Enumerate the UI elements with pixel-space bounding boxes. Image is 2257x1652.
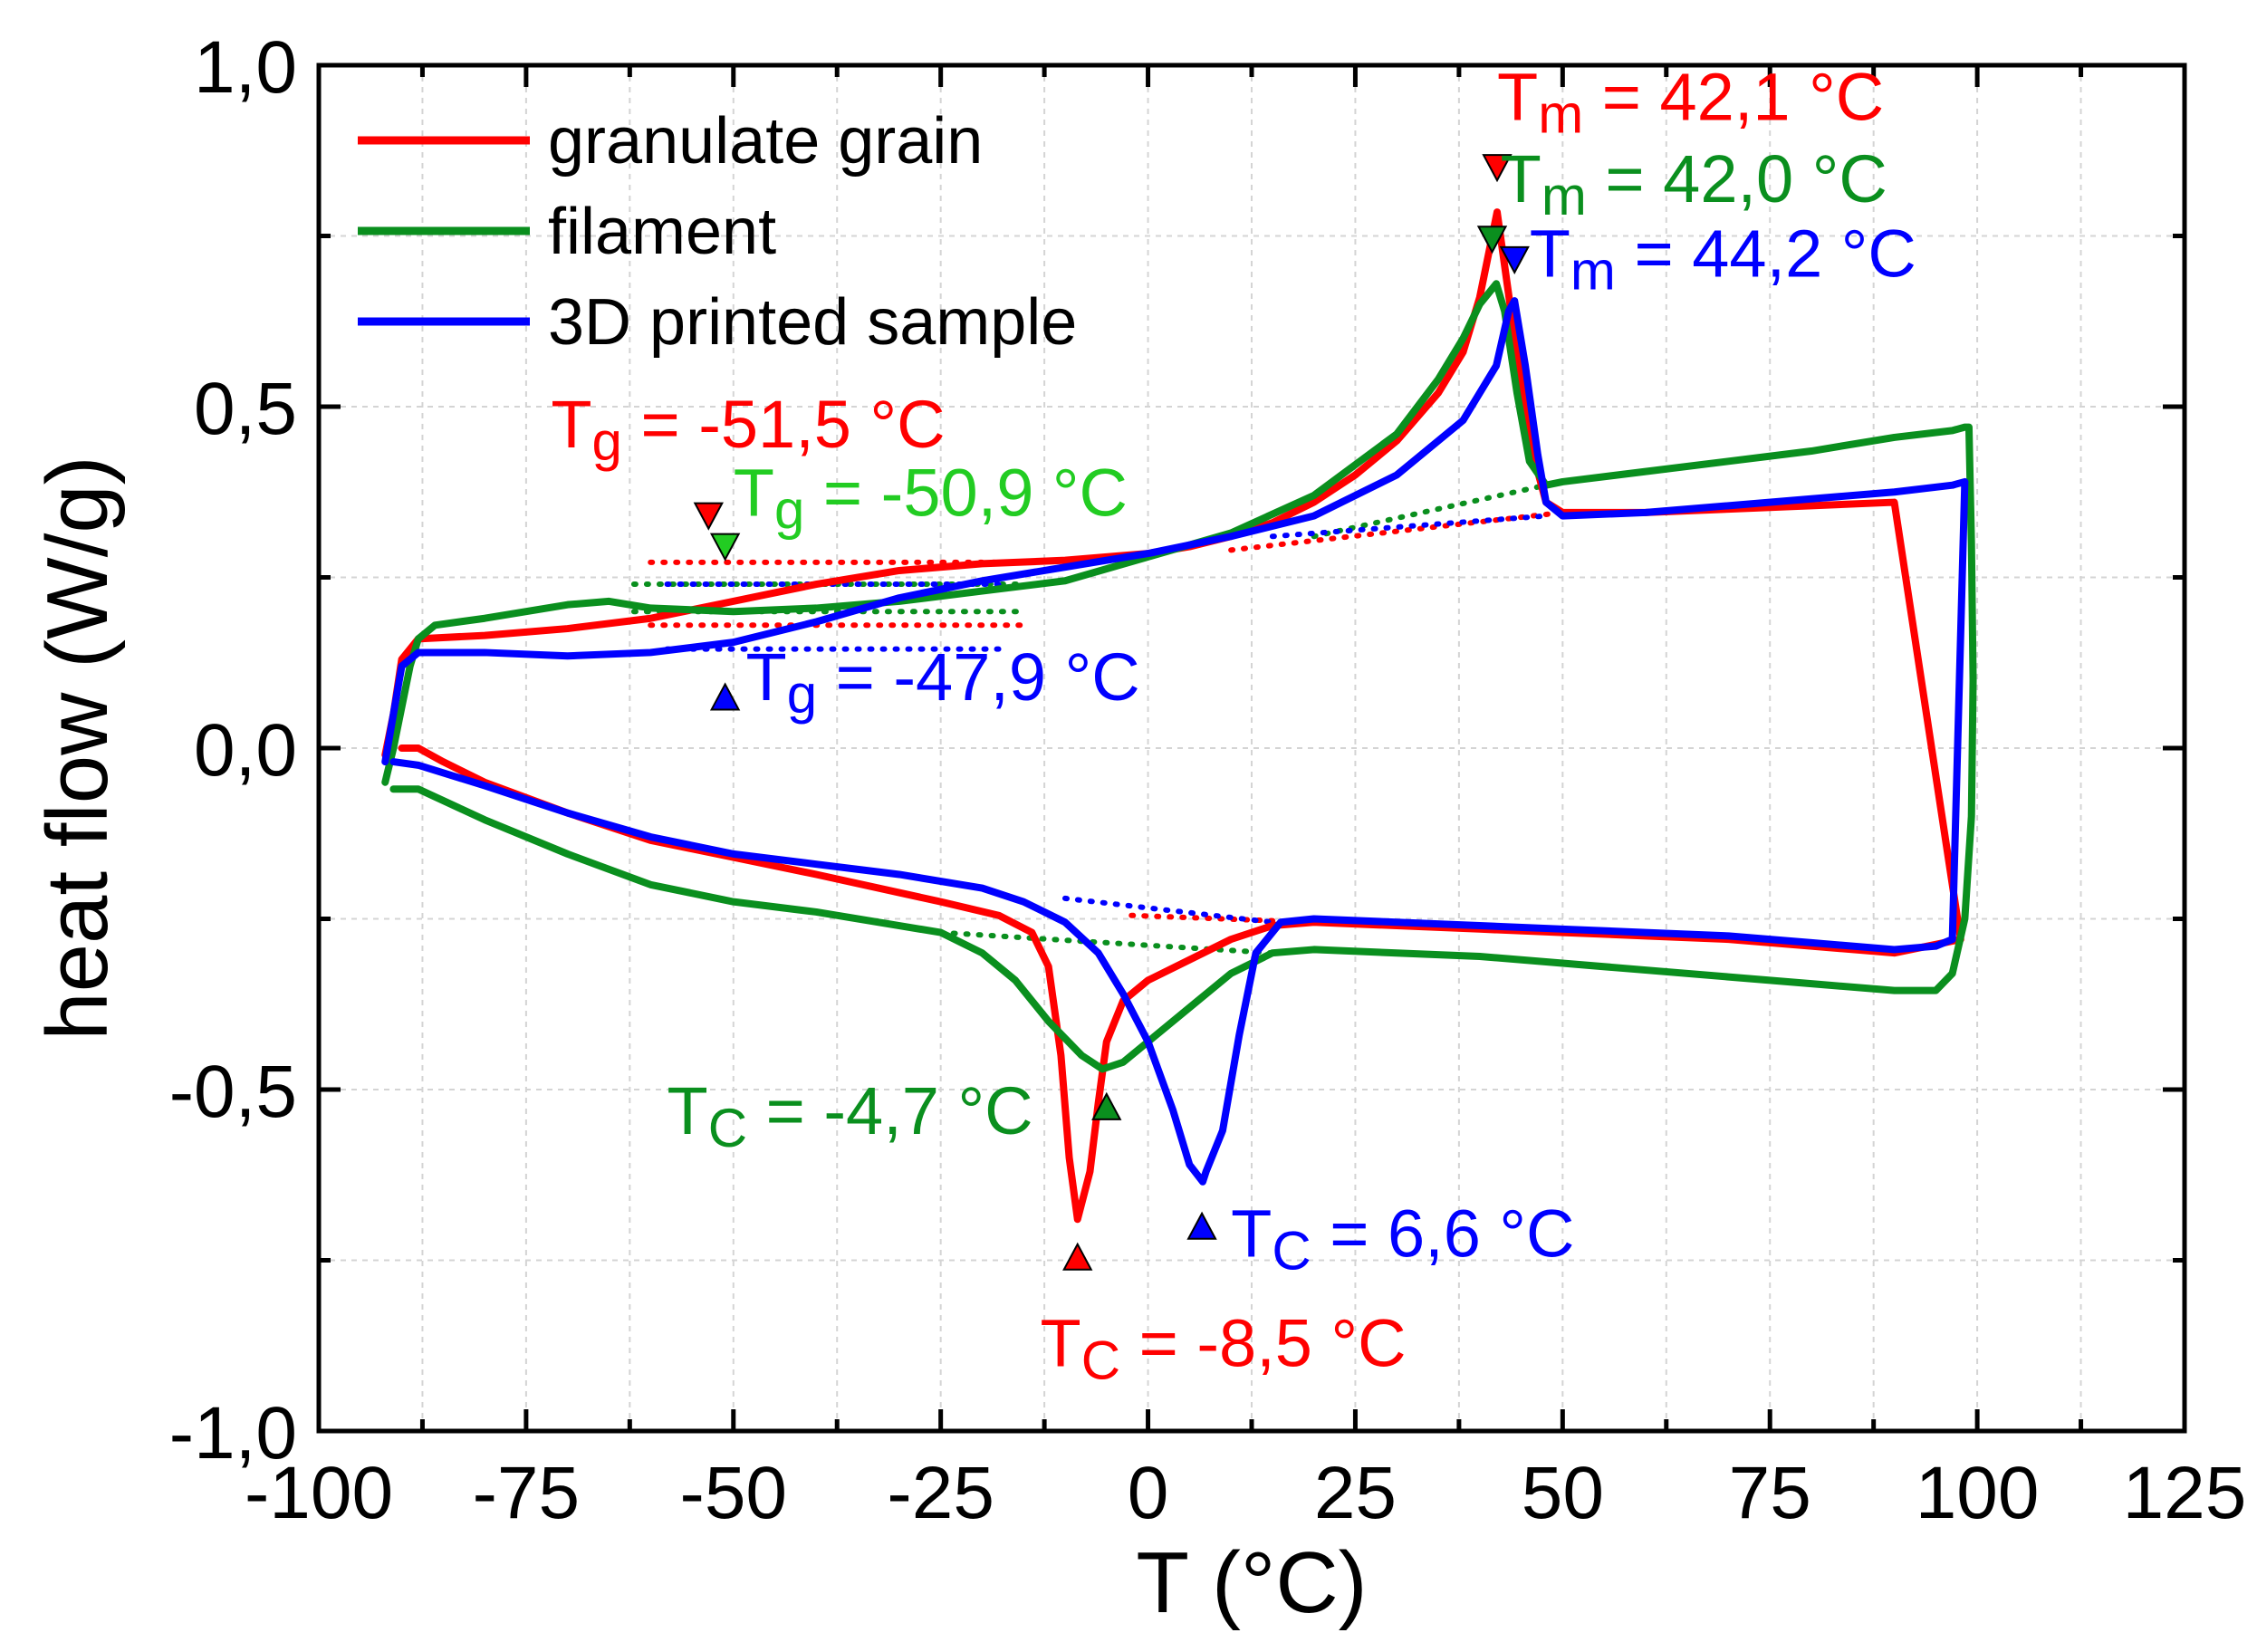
legend-label: filament [548,196,776,268]
y-tick-label: -1,0 [169,1392,297,1474]
y-axis-title: heat flow (W/g) [29,456,126,1041]
axis-ticks: -100 -75 -50 -25 0 25 50 75 100 125 -1,0 -0,5 0,0 0,5… [169,26,2247,1534]
annotation-marker [1499,245,1530,275]
legend: granulate grain filament 3D printed sample [358,105,1077,359]
legend-label: 3D printed sample [548,286,1077,359]
x-tick-label: 0 [1128,1452,1169,1534]
baseline-dotted [1311,482,1550,540]
legend-label: granulate grain [548,105,983,178]
x-tick-label: -75 [473,1452,581,1534]
series-line-3d-printed-sample [381,297,1969,1186]
series-line-filament [381,280,1977,1073]
annotation-marker [709,533,741,562]
x-tick-label: 75 [1729,1452,1811,1534]
data-series [381,208,1977,1224]
annotation-label: TC = -4,7 °C [667,1073,1033,1158]
x-axis-title: T (°C) [1136,1534,1367,1631]
baseline-dotted [1228,509,1566,553]
baseline-dotted [1269,513,1550,540]
plot-frame [316,62,2187,1434]
x-tick-label: 25 [1314,1452,1397,1534]
x-tick-label: 50 [1522,1452,1604,1534]
x-tick-label: -25 [887,1452,994,1534]
annotation-markers [693,154,1530,1271]
annotation-label: Tm = 42,0 °C [1501,141,1887,226]
annotation-label: Tg = -47,9 °C [746,639,1140,725]
x-tick-label: -100 [245,1452,393,1534]
x-tick-label: 100 [1916,1452,2040,1534]
annotation-label: Tg = -50,9 °C [734,456,1128,541]
annotation-marker [1062,1242,1093,1271]
y-tick-label: 1,0 [194,26,297,109]
annotation-marker [693,502,724,531]
series-line-granulate-grain [381,208,1964,1224]
baseline-dotted [1062,895,1275,926]
annotations: Tm = 42,1 °CTm = 42,0 °CTm = 44,2 °C Tg =… [551,59,1916,1390]
annotation-label: Tm = 42,1 °C [1497,59,1884,144]
annotation-label: TC = 6,6 °C [1231,1196,1574,1282]
x-tick-label: -50 [680,1452,788,1534]
annotation-marker [709,682,741,711]
y-tick-label: 0,0 [194,709,297,792]
annotation-marker [1476,226,1508,255]
annotation-marker [1186,1211,1217,1240]
annotation-label: TC = -8,5 °C [1041,1305,1407,1390]
annotation-label: Tg = -51,5 °C [551,387,945,472]
y-tick-label: -0,5 [169,1051,297,1133]
annotation-label: Tm = 44,2 °C [1530,216,1916,302]
annotation-marker [1482,154,1513,183]
x-tick-label: 125 [2123,1452,2247,1534]
annotation-marker [1091,1091,1122,1120]
y-tick-label: 0,5 [194,368,297,450]
